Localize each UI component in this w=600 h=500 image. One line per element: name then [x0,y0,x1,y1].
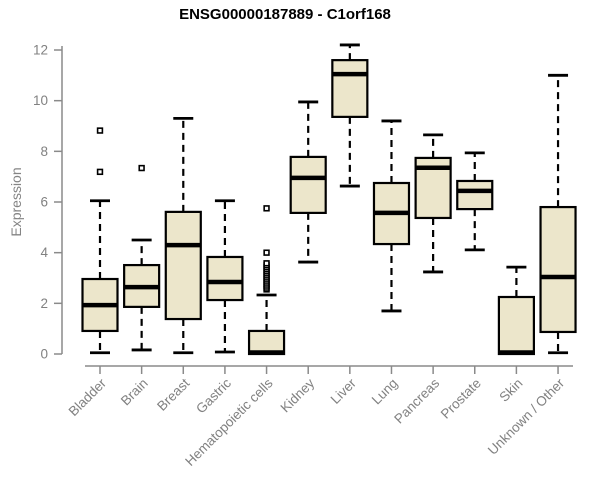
x-tick-label-breast: Breast [154,375,192,413]
chart-title: ENSG00000187889 - C1orf168 [179,6,391,23]
outlier-point [263,205,270,212]
y-tick-label: 10 [33,93,48,108]
x-tick-label-liver: Liver [328,375,360,407]
x-tick-label-prostate: Prostate [438,376,484,422]
outlier-point [138,164,145,172]
box-group-prostate [456,151,494,252]
box-group-gastric [206,199,244,354]
iqr-box [331,59,369,118]
iqr-box [497,295,535,356]
box-group-liver [331,43,369,188]
x-tick-label-skin: Skin [496,376,525,405]
y-tick-label: 12 [33,43,48,58]
iqr-box [539,205,577,334]
x-tick-label-unknown-other: Unknown / Other [485,375,568,458]
y-tick-label: 6 [40,195,48,210]
x-tick-label-pancreas: Pancreas [391,375,442,426]
box-group-pancreas [414,133,452,274]
box-group-unknown-other [539,73,577,355]
y-tick-label: 2 [40,296,48,311]
y-tick-label: 8 [40,144,48,159]
x-tick-label-bladder: Bladder [66,375,110,419]
outlier-point [96,127,104,134]
y-tick-label: 0 [40,347,48,362]
iqr-box [206,255,244,302]
box-group-lung [372,119,411,313]
box-group-hematopoietic-cells [247,205,286,356]
x-tick-label-brain: Brain [118,376,151,409]
outlier-point [263,260,270,267]
iqr-box [164,210,202,321]
iqr-box [289,155,327,214]
x-tick-label-kidney: Kidney [278,375,318,415]
box-group-breast [164,117,202,355]
box-group-brain [123,164,161,352]
iqr-box [456,179,494,211]
outlier-point [263,249,270,256]
outlier-point [96,168,104,176]
y-tick-label: 4 [40,245,48,260]
box-group-kidney [289,100,327,264]
x-tick-label-lung: Lung [369,376,401,408]
box-group-skin [497,265,535,356]
x-tick-label-gastric: Gastric [193,375,234,416]
box-group-bladder [81,127,119,355]
